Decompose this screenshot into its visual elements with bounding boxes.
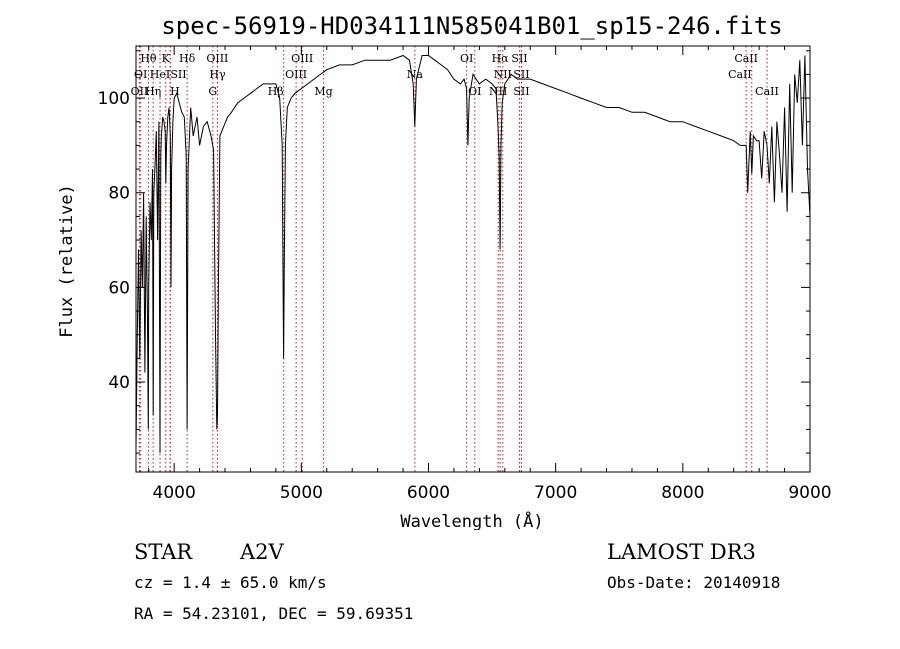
line-label: H (170, 85, 180, 98)
line-label: Hη (145, 85, 161, 98)
x-axis: 4000 5000 6000 7000 8000 9000 (148, 46, 832, 503)
line-label: Hα (492, 52, 510, 65)
line-label: OI (460, 52, 473, 65)
y-tick-label: 60 (108, 278, 130, 298)
coordinates: RA = 54.23101, DEC = 59.69351 (134, 604, 414, 623)
chart-title: spec-56919-HD034111N585041B01_sp15-246.f… (161, 12, 782, 40)
line-label: SII (170, 68, 186, 81)
y-tick-label: 80 (108, 184, 130, 204)
line-label: OIII (291, 52, 313, 65)
y-tick-label: 100 (98, 89, 130, 109)
object-subclass: A2V (240, 540, 284, 564)
x-tick-label: 5000 (280, 483, 323, 503)
x-tick-label: 8000 (661, 483, 704, 503)
x-tick-label: 6000 (407, 483, 450, 503)
object-class: STAR (134, 540, 193, 564)
plot-frame (135, 45, 811, 473)
line-label: OIII (285, 68, 307, 81)
line-label: Hδ (179, 52, 196, 65)
line-label: SII (513, 68, 529, 81)
x-axis-label: Wavelength (Å) (400, 510, 543, 530)
line-label: SII (513, 85, 529, 98)
x-tick-label: 7000 (534, 483, 577, 503)
spectrum-chart: spec-56919-HD034111N585041B01_sp15-246.f… (57, 12, 832, 530)
survey-name: LAMOST DR3 (607, 540, 756, 564)
line-label: OII (131, 85, 149, 98)
x-tick-label: 9000 (788, 483, 831, 503)
y-axis: 40 60 80 100 (98, 50, 810, 454)
y-axis-label: Flux (relative) (57, 184, 77, 338)
line-label: OI (468, 85, 481, 98)
line-label: NII (494, 68, 512, 81)
x-tick-label: 4000 (153, 483, 196, 503)
line-label: CaII (728, 68, 752, 81)
line-label: OIII (206, 52, 228, 65)
line-label: SII (511, 52, 527, 65)
line-label: K (162, 52, 171, 65)
line-label: CaII (734, 52, 758, 65)
line-label: OI (134, 68, 147, 81)
y-tick-label: 40 (108, 373, 130, 393)
line-label: NII (489, 85, 507, 98)
line-label: HeI (150, 68, 170, 81)
redshift-velocity: cz = 1.4 ± 65.0 km/s (134, 573, 327, 592)
line-label: Hγ (209, 68, 226, 81)
line-label: G (208, 85, 217, 98)
line-label: Na (407, 68, 424, 81)
line-label: CaII (755, 85, 779, 98)
line-label: Hβ (268, 85, 284, 98)
line-label: Mg (314, 85, 332, 98)
flux-series-line (135, 54, 811, 454)
line-label: Hθ (140, 52, 157, 65)
observation-date: Obs-Date: 20140918 (607, 573, 781, 592)
